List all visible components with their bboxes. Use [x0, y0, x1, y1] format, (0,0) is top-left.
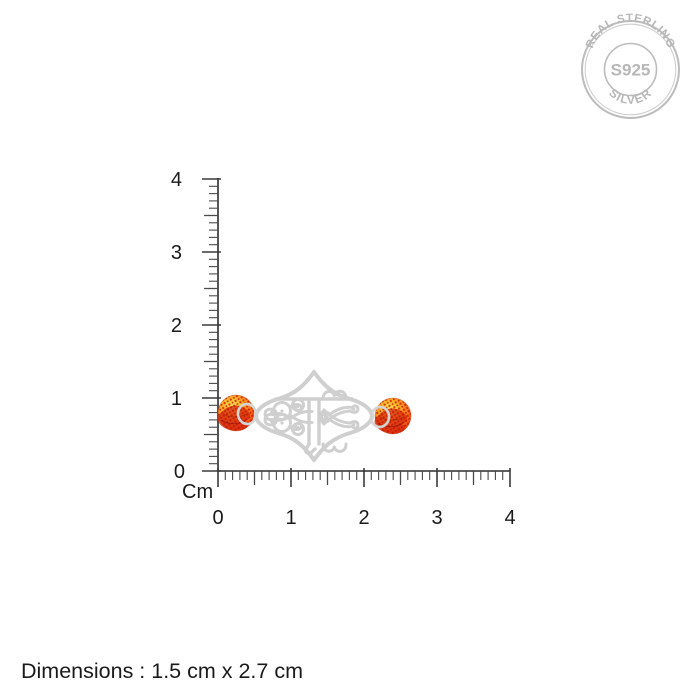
svg-text:REAL STERLING: REAL STERLING [584, 12, 677, 50]
svg-text:Dimensions : 1.5 cm x 2.7 cm: Dimensions : 1.5 cm x 2.7 cm [21, 659, 303, 683]
svg-text:2: 2 [358, 507, 369, 529]
svg-text:0: 0 [212, 507, 223, 529]
svg-text:3: 3 [171, 242, 182, 264]
svg-text:0: 0 [174, 461, 185, 483]
svg-text:S925: S925 [611, 61, 651, 80]
svg-text:Cm: Cm [182, 481, 213, 503]
svg-text:SILVER: SILVER [606, 86, 654, 107]
svg-text:1: 1 [285, 507, 296, 529]
svg-text:1: 1 [171, 388, 182, 410]
svg-text:4: 4 [504, 507, 515, 529]
svg-text:2: 2 [171, 315, 182, 337]
svg-text:4: 4 [171, 169, 182, 191]
svg-text:3: 3 [431, 507, 442, 529]
